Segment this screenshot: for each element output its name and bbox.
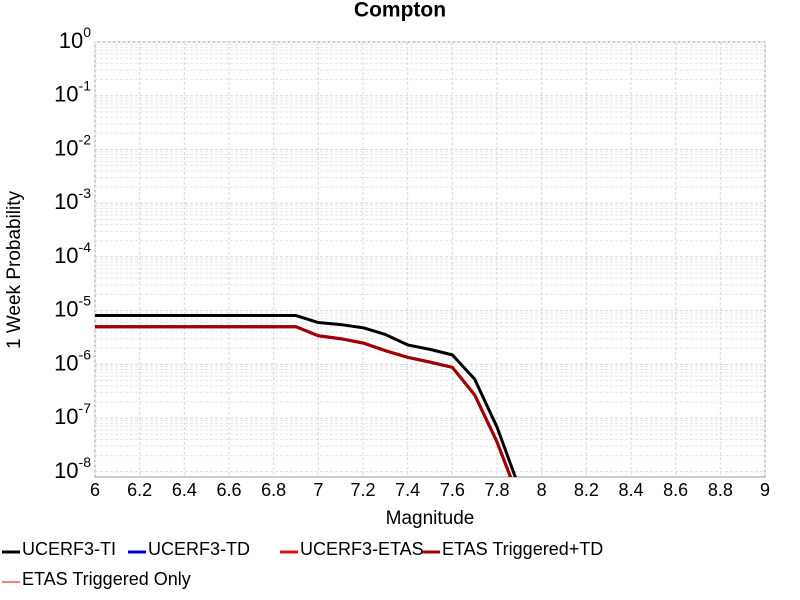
y-tick-exponent: 0 <box>83 24 91 40</box>
y-tick-base: 10 <box>54 458 78 483</box>
y-tick-label: 100 <box>59 24 91 53</box>
y-tick-label: 10-2 <box>54 131 91 160</box>
x-tick-label: 7.2 <box>350 480 375 500</box>
y-tick-base: 10 <box>54 189 78 214</box>
x-tick-label: 8.8 <box>708 480 733 500</box>
x-axis-label: Magnitude <box>386 508 475 529</box>
y-tick-exponent: -5 <box>79 292 92 308</box>
legend-item: ETAS Triggered+TD <box>422 539 603 559</box>
x-tick-label: 8.6 <box>663 480 688 500</box>
x-tick-label: 6.6 <box>216 480 241 500</box>
y-tick-label: 10-3 <box>54 185 91 214</box>
series-line <box>95 325 513 477</box>
y-tick-label: 10-8 <box>54 453 91 482</box>
chart-title: Compton <box>354 0 446 22</box>
y-tick-base: 10 <box>54 404 78 429</box>
series-group <box>95 314 517 477</box>
y-tick-base: 10 <box>54 296 78 321</box>
y-tick-base: 10 <box>59 28 83 53</box>
x-tick-label: 7.6 <box>440 480 465 500</box>
legend-label: ETAS Triggered+TD <box>442 539 603 559</box>
series-line <box>95 314 517 477</box>
x-tick-label: 6 <box>90 480 100 500</box>
y-tick-label: 10-4 <box>54 239 91 268</box>
x-tick-label: 8 <box>537 480 547 500</box>
grid <box>94 41 766 477</box>
y-tick-exponent: -3 <box>79 185 92 201</box>
x-tick-label: 6.8 <box>261 480 286 500</box>
y-tick-exponent: -7 <box>79 400 92 416</box>
x-tick-label: 9 <box>760 480 770 500</box>
x-tick-label: 7 <box>313 480 323 500</box>
y-tick-exponent: -8 <box>79 453 92 469</box>
legend-item: ETAS Triggered Only <box>2 569 191 589</box>
y-tick-label: 10-1 <box>54 77 91 106</box>
legend-label: UCERF3-ETAS <box>300 539 424 559</box>
y-tick-label: 10-7 <box>54 400 91 429</box>
y-tick-base: 10 <box>54 243 78 268</box>
y-tick-exponent: -6 <box>79 346 92 362</box>
y-tick-exponent: -1 <box>79 77 92 93</box>
x-tick-label: 7.8 <box>484 480 509 500</box>
y-tick-base: 10 <box>54 135 78 160</box>
legend-item: UCERF3-TI <box>2 539 116 559</box>
legend-item: UCERF3-ETAS <box>280 539 424 559</box>
legend-label: ETAS Triggered Only <box>22 569 191 589</box>
legend-item: UCERF3-TD <box>128 539 250 559</box>
legend-label: UCERF3-TI <box>22 539 116 559</box>
x-tick-label: 8.2 <box>574 480 599 500</box>
x-tick-label: 8.4 <box>618 480 643 500</box>
x-tick-label: 6.2 <box>127 480 152 500</box>
y-axis-label: 1 Week Probability <box>4 190 25 349</box>
legend-label: UCERF3-TD <box>148 539 250 559</box>
y-tick-label: 10-6 <box>54 346 91 375</box>
y-tick-exponent: -4 <box>79 239 92 255</box>
y-tick-base: 10 <box>54 350 78 375</box>
y-tick-exponent: -2 <box>79 131 92 147</box>
x-tick-label: 6.4 <box>172 480 197 500</box>
y-tick-base: 10 <box>54 82 78 107</box>
y-tick-label: 10-5 <box>54 292 91 321</box>
x-tick-label: 7.4 <box>395 480 420 500</box>
